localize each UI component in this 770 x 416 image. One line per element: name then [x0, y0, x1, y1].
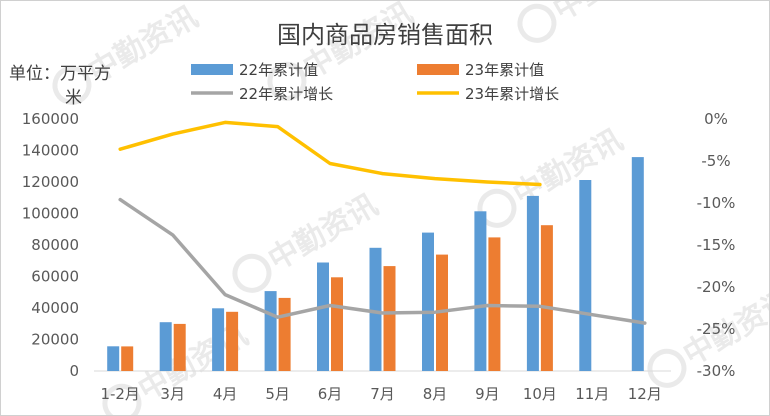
watermark-5: 中勤资讯 [517, 1, 669, 43]
right-tick-label: 0% [704, 110, 728, 128]
right-tick-label: -15% [697, 236, 736, 254]
chart-title: 国内商品房销售面积 [277, 21, 493, 49]
x-tick-label: 10月 [523, 385, 557, 403]
left-axis-ticks: 0 20000 40000 60000 80000 100000 120000 140000 1… [22, 110, 79, 380]
left-tick-label: 160000 [22, 110, 79, 128]
left-tick-label: 0 [69, 362, 79, 380]
bar-22-cumulative [579, 180, 592, 371]
legend: 22年累计值 23年累计值 22年累计增长 23年累计增长 [191, 61, 559, 103]
legend-swatch-0 [191, 64, 233, 75]
line-series [118, 120, 647, 325]
watermark-logo-icon [232, 253, 272, 293]
bar-22-cumulative [631, 157, 644, 371]
x-tick-label: 4月 [213, 385, 238, 403]
right-tick-label: -5% [701, 152, 730, 170]
left-tick-label: 100000 [22, 205, 79, 223]
x-tick-label: 8月 [423, 385, 448, 403]
watermark-text: 中勤资讯 [508, 123, 629, 213]
x-tick-label: 9月 [475, 385, 500, 403]
legend-label-2: 22年累计增长 [239, 85, 333, 103]
bar-22-cumulative [526, 195, 539, 371]
left-tick-label: 120000 [22, 173, 79, 191]
x-tick-label: 5月 [265, 385, 290, 403]
bar-23-cumulative [383, 266, 396, 371]
right-axis-ticks: 0% -5% -10% -15% -20% -25% -30% [697, 110, 736, 380]
watermark-layer: 中勤资讯中勤资讯中勤资讯中勤资讯中勤资讯中勤资讯中勤资讯 [52, 1, 769, 415]
right-tick-label: -25% [697, 320, 736, 338]
watermark-logo-icon [102, 383, 142, 415]
legend-swatch-1 [417, 64, 459, 75]
y-axis-unit-label-line1: 单位：万平方 [9, 64, 111, 84]
right-tick-label: -30% [697, 362, 736, 380]
watermark-1: 中勤资讯 [232, 188, 384, 293]
bar-22-cumulative [212, 308, 225, 371]
right-tick-label: -10% [697, 194, 736, 212]
bar-22-cumulative [369, 247, 382, 371]
left-tick-label: 80000 [31, 236, 79, 254]
bar-22-cumulative [264, 291, 277, 371]
watermark-logo-icon [52, 65, 92, 105]
legend-label-1: 23年累计值 [465, 61, 544, 79]
bar-23-cumulative [173, 323, 186, 371]
watermark-logo-icon [517, 3, 557, 43]
bar-22-cumulative [474, 211, 487, 371]
line-23-growth [118, 120, 542, 187]
left-tick-label: 140000 [22, 142, 79, 160]
bar-22-cumulative [107, 346, 120, 371]
y-axis-unit-label-line2: 米 [65, 88, 82, 108]
bar-23-cumulative [278, 297, 291, 371]
x-axis-ticks: 1-2月 3月 4月 5月 6月 7月 8月 9月 10月 11月 12月 [100, 385, 661, 403]
bar-23-cumulative [331, 277, 343, 371]
watermark-logo-icon [267, 61, 307, 101]
watermark-text: 中勤资讯 [548, 1, 669, 28]
x-tick-label: 1-2月 [100, 385, 140, 403]
x-tick-label: 7月 [370, 385, 395, 403]
left-tick-label: 20000 [31, 331, 79, 349]
bar-23-cumulative [226, 311, 239, 371]
legend-label-3: 23年累计增长 [465, 85, 559, 103]
x-tick-label: 3月 [160, 385, 185, 403]
legend-label-0: 22年累计值 [239, 61, 318, 79]
bar-23-cumulative [121, 346, 134, 371]
right-tick-label: -20% [697, 278, 736, 296]
x-tick-label: 11月 [575, 385, 609, 403]
bar-22-cumulative [159, 322, 172, 371]
bar-22-cumulative [317, 262, 329, 371]
line-22-growth [118, 197, 647, 325]
watermark-logo-icon [647, 348, 687, 388]
left-tick-label: 60000 [31, 268, 79, 286]
watermark-2: 中勤资讯 [477, 123, 629, 228]
bar-23-cumulative [540, 225, 553, 371]
bar-series [107, 157, 644, 371]
x-tick-label: 12月 [628, 385, 662, 403]
bar-22-cumulative [422, 232, 434, 371]
left-tick-label: 40000 [31, 299, 79, 317]
x-tick-label: 6月 [318, 385, 343, 403]
